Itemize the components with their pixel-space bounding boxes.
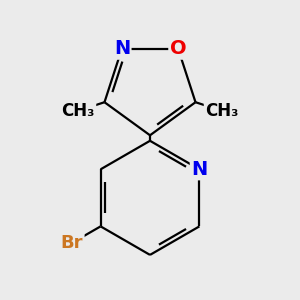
Text: Br: Br bbox=[61, 234, 83, 252]
Text: CH₃: CH₃ bbox=[205, 102, 238, 120]
Text: O: O bbox=[170, 39, 186, 58]
Text: N: N bbox=[114, 39, 130, 58]
Text: CH₃: CH₃ bbox=[61, 102, 95, 120]
Text: N: N bbox=[191, 160, 208, 179]
